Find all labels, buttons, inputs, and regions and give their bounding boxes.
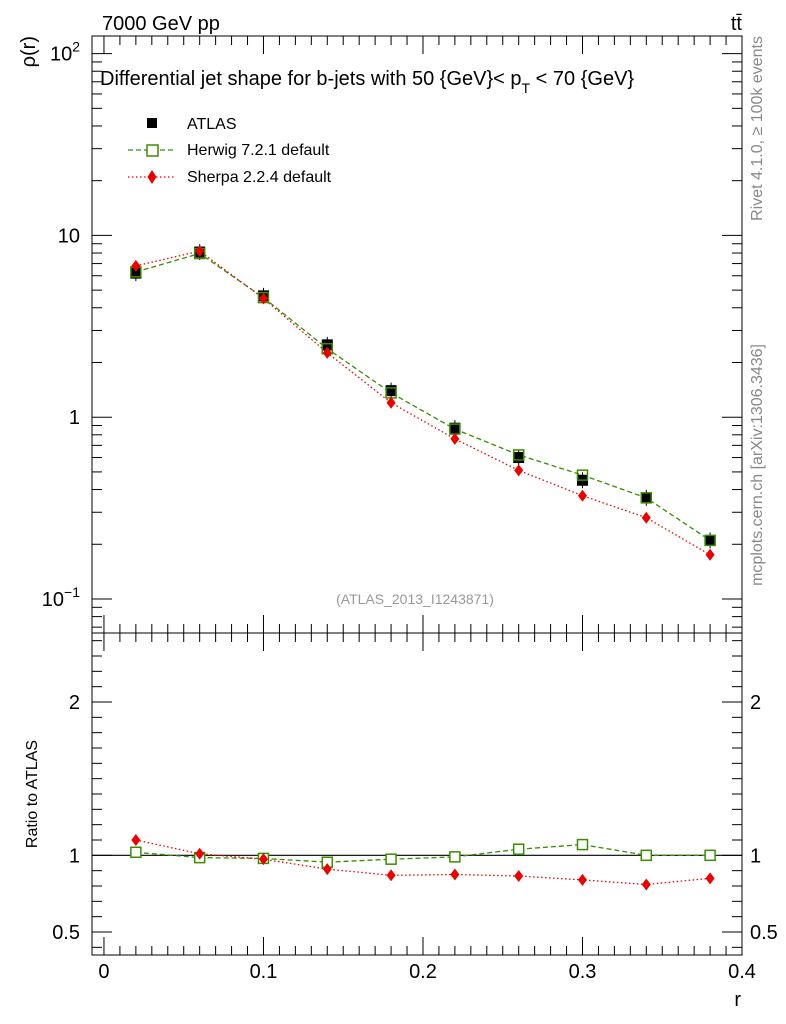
legend-sherpa-marker: [147, 170, 157, 184]
sherpa-ratio-point: [450, 868, 460, 881]
ratio-xtick-label: 0.4: [728, 961, 756, 983]
mcplots-label: mcplots.cern.ch [arXiv:1306.3436]: [749, 344, 766, 586]
sherpa-point: [131, 259, 141, 272]
sherpa-ratio-point: [641, 878, 651, 891]
main-ytick-mantissa: 10: [50, 44, 72, 66]
herwig-ratio-point: [512, 843, 525, 855]
sherpa-ratio-point: [195, 847, 205, 860]
title-prefix: Differential jet shape for b-jets with 5…: [100, 68, 522, 90]
main-ytick-mantissa: 10: [42, 589, 64, 611]
sherpa-point: [386, 396, 396, 409]
herwig-ratio-point: [449, 851, 461, 863]
reference-annotation: (ATLAS_2013_I1243871): [336, 591, 494, 607]
ratio-ytick-label: 1: [69, 845, 80, 867]
header-left: 7000 GeV pp: [102, 13, 220, 35]
sherpa-point: [514, 464, 524, 477]
ratio-xtick-label: 0.2: [409, 961, 437, 983]
ratio-ytick-label: 0.5: [52, 922, 80, 944]
title-subscript: T: [522, 80, 531, 96]
ratio-ytick-label: 2: [69, 692, 80, 714]
herwig-ratio-point: [385, 853, 397, 865]
herwig-ratio-point: [640, 849, 653, 862]
x-axis-label: r: [734, 989, 741, 1011]
main-series-group: [130, 244, 716, 561]
ratio-axis-ticks: 0.5 0.5 1 1 2 2 0 0.1 0.2 0.3 0.4: [52, 633, 778, 983]
ratio-ytick-label-right: 1: [750, 845, 761, 867]
main-panel-title: Differential jet shape for b-jets with 5…: [100, 68, 634, 96]
ratio-series-group: [130, 834, 716, 891]
ratio-ytick-label-right: 2: [750, 692, 761, 714]
herwig-point: [512, 449, 525, 461]
legend-herwig-marker: [146, 144, 159, 157]
ratio-ylabel: Ratio to ATLAS: [24, 740, 41, 848]
legend-sherpa-label: Sherpa 2.2.4 default: [187, 169, 332, 186]
herwig-point: [576, 469, 589, 481]
sherpa-point: [258, 292, 268, 305]
herwig-ratio-point: [576, 838, 589, 851]
title-suffix: < 70 {GeV}: [530, 68, 634, 90]
main-ytick-exponent: 2: [72, 39, 80, 55]
sherpa-ratio-point: [258, 853, 268, 866]
sherpa-ratio-point: [322, 863, 332, 876]
herwig-line: [135, 252, 711, 541]
sherpa-point: [450, 432, 460, 445]
rivet-version-label: Rivet 4.1.0, ≥ 100k events: [749, 36, 766, 221]
ratio-xtick-label: 0.1: [250, 961, 278, 983]
legend-atlas-label: ATLAS: [187, 116, 237, 133]
sherpa-ratio-point: [577, 873, 587, 886]
herwig-point: [704, 534, 716, 547]
legend: ATLAS Herwig 7.2.1 default Sherpa 2.2.4 …: [128, 116, 332, 186]
ratio-xtick-label: 0: [98, 961, 109, 983]
sherpa-point: [577, 489, 587, 502]
main-ytick-mantissa: 10: [58, 225, 80, 247]
sherpa-point: [195, 245, 205, 258]
main-ytick-label: 102: [50, 39, 80, 66]
header-right: tt̄: [731, 13, 743, 35]
legend-herwig-label: Herwig 7.2.1 default: [187, 142, 330, 159]
sherpa-line: [135, 250, 711, 556]
sherpa-point: [322, 346, 332, 359]
main-ylabel: ρ(r): [18, 36, 40, 67]
main-ytick-label: 10: [58, 225, 80, 247]
herwig-point: [640, 492, 653, 504]
ratio-ytick-label-right: 0.5: [750, 922, 778, 944]
sherpa-ratio-point: [705, 872, 715, 885]
sherpa-point: [705, 548, 715, 561]
legend-atlas-marker: [147, 118, 157, 128]
herwig-ratio-point: [130, 846, 142, 859]
sherpa-ratio-point: [514, 870, 524, 883]
main-ytick-exponent: −1: [64, 584, 80, 600]
herwig-ratio-line: [135, 843, 711, 863]
sherpa-point: [641, 511, 651, 524]
ratio-xtick-label: 0.3: [569, 961, 597, 983]
main-ytick-label: 10−1: [42, 584, 80, 611]
sherpa-ratio-line: [135, 839, 711, 886]
sherpa-ratio-point: [386, 869, 396, 882]
sherpa-ratio-point: [131, 834, 141, 846]
herwig-ratio-point: [704, 849, 716, 862]
main-ytick-mantissa: 1: [69, 407, 80, 429]
ratio-panel-frame: [91, 632, 743, 956]
main-ytick-label: 1: [69, 407, 80, 429]
